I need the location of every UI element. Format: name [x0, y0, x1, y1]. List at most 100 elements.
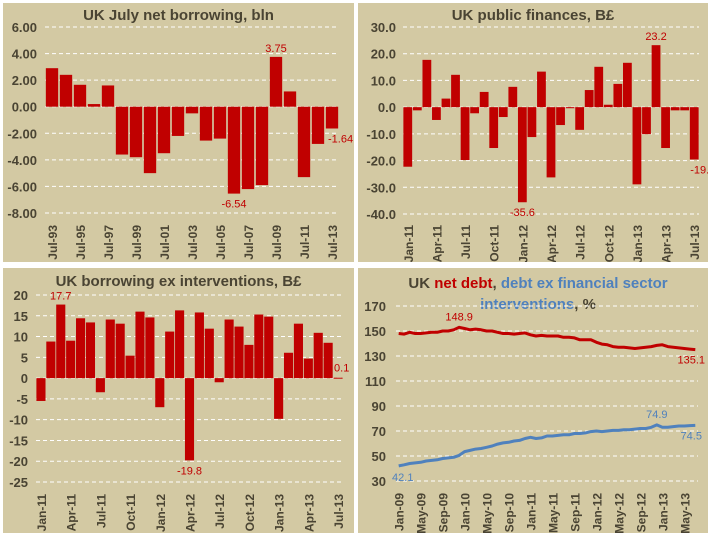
- bar-Jul-12: [311, 106, 325, 144]
- bar-Jul-13: [333, 377, 343, 379]
- bar-Oct-11: [489, 107, 499, 149]
- x-tick-label: Sep-09: [437, 493, 451, 533]
- y-tick-label: 20: [14, 288, 28, 303]
- y-tick-label: 0.0: [378, 100, 396, 115]
- y-tick-label: 20.0: [371, 47, 396, 62]
- y-tick-label: -2.00: [7, 126, 37, 141]
- x-tick-label: Jul-07: [242, 225, 256, 260]
- bar-Jul-11: [460, 107, 470, 161]
- x-tick-label: Oct-12: [602, 225, 616, 262]
- data-label: 148.9: [445, 311, 473, 323]
- x-tick-label: Jan-13: [631, 225, 645, 262]
- y-tick-label: 130: [364, 349, 386, 364]
- bar-Dec-11: [145, 317, 155, 379]
- chart-uk-net-debt: UK net debt, debt ex financial sector in…: [358, 268, 708, 533]
- x-tick-label: Jan-09: [393, 493, 407, 531]
- chart-title: UK net debt, debt ex financial sector in…: [388, 273, 688, 315]
- y-tick-label: -10.0: [366, 127, 396, 142]
- title-separator: ,: [492, 275, 501, 292]
- x-tick-label: May-12: [612, 493, 626, 533]
- y-tick-label: -40.0: [366, 207, 396, 222]
- bar-Jul-05: [213, 106, 227, 139]
- bar-Jul-09: [269, 56, 283, 107]
- x-tick-label: Jul-13: [688, 225, 702, 260]
- x-tick-label: Apr-13: [302, 494, 316, 532]
- bar-Mar-12: [537, 71, 546, 108]
- y-tick-label: 30: [372, 474, 386, 489]
- line-chart: 170 150 130 110 90 70 50 30 Jan-09 May-09 Sep-09 Ja…: [364, 299, 705, 533]
- data-label: -6.54: [221, 199, 246, 211]
- bar-Nov-12: [613, 83, 623, 108]
- bar-Mar-12: [175, 310, 185, 379]
- bar-Mar-11: [422, 59, 432, 108]
- x-tick-label: Apr-11: [430, 225, 444, 262]
- bar-Feb-12: [527, 107, 537, 138]
- x-tick-label: Jul-93: [46, 225, 60, 260]
- x-tick-label: Jul-95: [74, 225, 88, 260]
- bar-Jul-98: [115, 106, 129, 155]
- bar-Nov-12: [254, 314, 264, 379]
- x-tick-label: Jul-13: [332, 494, 346, 529]
- chart-uk-july-net-borrowing: UK July net borrowing, bln 6.00 4.00 2.00 0…: [3, 3, 354, 262]
- bar-Jan-13: [274, 378, 284, 419]
- x-tick-label: May-11: [546, 493, 560, 533]
- x-tick-label: Jul-13: [326, 225, 340, 260]
- bar-Jun-11: [85, 322, 96, 379]
- y-tick-label: 0: [21, 371, 28, 386]
- y-tick-label: -4.00: [7, 153, 37, 168]
- x-tick-label: May-10: [481, 493, 495, 533]
- bar-Jul-99: [129, 106, 143, 158]
- x-tick-label: Jul-11: [94, 494, 108, 528]
- data-label: 0.1: [334, 363, 349, 375]
- x-tick-label: Jul-05: [214, 225, 228, 260]
- bar-Apr-13: [303, 358, 313, 379]
- bar-chart: 30.0 20.0 10.0 0.0 -10.0 -20.0 -30.0 -40.0 Jan-1…: [366, 20, 708, 262]
- bar-Jul-95: [73, 84, 87, 107]
- bar-Jul-97: [101, 85, 115, 107]
- bar-Feb-12: [165, 331, 175, 379]
- x-tick-label: Jul-97: [102, 225, 116, 260]
- bar-chart: 20 15 10 5 0 -5 -10 -15 -20 -25 Jan-11 Apr-11 Jul-11…: [9, 288, 349, 532]
- x-tick-label: Jan-12: [516, 225, 530, 262]
- bar-Jun-12: [565, 107, 575, 109]
- bar-Jul-00: [143, 106, 157, 174]
- bar-Nov-11: [498, 107, 508, 118]
- bar-Apr-12: [546, 107, 556, 178]
- bar-Jan-13: [632, 107, 642, 185]
- bar-Jan-12: [517, 107, 527, 203]
- x-tick-label: Apr-12: [545, 225, 559, 262]
- x-tick-label: Jan-13: [273, 494, 287, 532]
- bar-Sep-11: [115, 323, 125, 379]
- bar-Jun-13: [680, 107, 690, 111]
- bar-Jul-11: [297, 106, 311, 178]
- data-label: -19.8: [177, 465, 202, 477]
- y-tick-label: 10: [14, 330, 28, 345]
- bar-Feb-13: [642, 107, 651, 135]
- x-tick-label: Sep-10: [503, 493, 517, 533]
- bar-Jul-11: [95, 378, 105, 393]
- y-tick-label: -20.0: [366, 154, 396, 169]
- bar-Jul-02: [171, 106, 185, 136]
- bar-May-11: [76, 318, 86, 379]
- bar-Feb-13: [283, 352, 294, 379]
- x-tick-label: Apr-12: [184, 494, 198, 532]
- bar-Mar-13: [651, 45, 661, 108]
- data-label: 74.9: [646, 409, 667, 421]
- y-tick-label: -10: [9, 413, 28, 428]
- x-tick-label: May-13: [678, 493, 692, 533]
- y-tick-label: 4.00: [12, 47, 37, 62]
- bar-Apr-11: [432, 107, 441, 120]
- y-tick-label: 170: [364, 299, 386, 314]
- bar-Jul-13: [689, 107, 699, 160]
- data-label: 17.7: [50, 291, 71, 303]
- bar-May-11: [441, 98, 451, 108]
- x-tick-label: Apr-13: [660, 225, 674, 262]
- bar-Jun-13: [323, 342, 333, 379]
- title-series-net-debt: net debt: [434, 275, 493, 292]
- series-line-net-debt: [398, 325, 696, 352]
- y-tick-label: -20: [9, 454, 28, 469]
- data-label: 3.75: [265, 43, 286, 55]
- x-tick-label: Jul-12: [213, 494, 227, 529]
- bar-Jul-93: [45, 68, 59, 107]
- y-tick-label: 6.00: [12, 20, 37, 35]
